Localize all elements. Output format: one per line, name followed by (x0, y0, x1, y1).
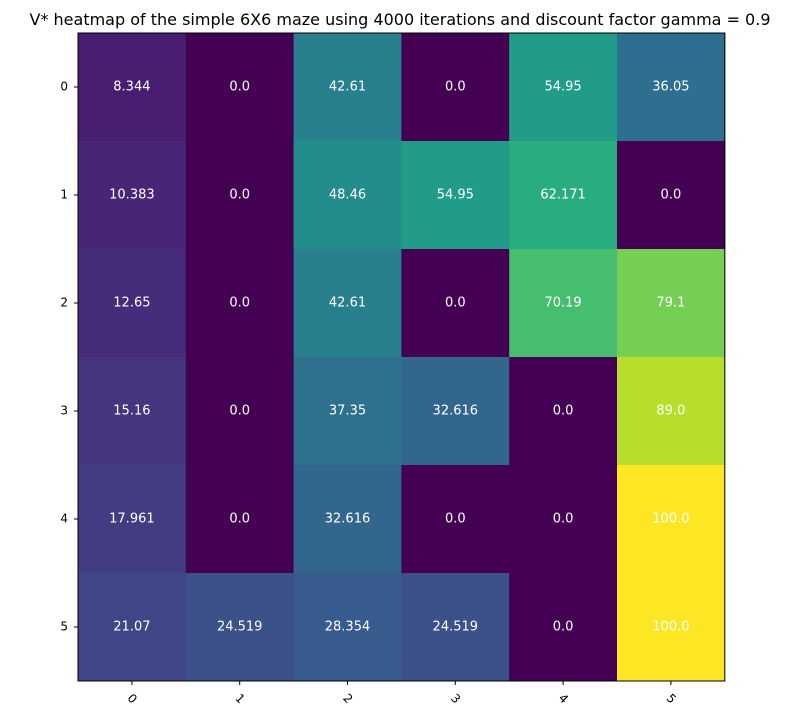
cell-value-label: 32.616 (433, 404, 479, 419)
x-tick-label: 2 (340, 691, 355, 706)
x-axis: 0 1 2 3 4 5 (125, 681, 679, 706)
heatmap-cell (617, 141, 726, 250)
cell-value-label: 100.0 (652, 512, 689, 527)
heatmap-cell (509, 249, 618, 358)
cell-value-label: 15.16 (113, 404, 150, 419)
heatmap-cell (401, 33, 510, 142)
cell-value-label: 100.0 (652, 620, 689, 635)
cell-value-label: 0.0 (229, 404, 250, 419)
cell-value-label: 62.171 (540, 188, 586, 203)
cell-value-label: 17.961 (109, 512, 155, 527)
cell-value-label: 42.61 (329, 80, 366, 95)
cell-value-label: 0.0 (229, 188, 250, 203)
heatmap-cell (293, 249, 402, 358)
cell-value-label: 36.05 (652, 80, 689, 95)
x-tick-label: 0 (125, 691, 140, 706)
y-tick-label: 5 (60, 620, 68, 634)
heatmap-cell (617, 465, 726, 574)
heatmap-cell (293, 465, 402, 574)
cell-value-label: 0.0 (445, 512, 466, 527)
chart-title: V* heatmap of the simple 6X6 maze using … (30, 10, 771, 29)
heatmap-cell (293, 33, 402, 142)
cell-value-label: 0.0 (229, 512, 250, 527)
cell-value-label: 0.0 (553, 512, 574, 527)
x-tick-label: 4 (556, 691, 571, 706)
cell-value-labels: 8.344 0.0 42.61 0.0 54.95 36.05 10.383 0.0 48.46… (109, 80, 689, 635)
cell-value-label: 21.07 (113, 620, 150, 635)
heatmap-cell (78, 33, 187, 142)
cell-value-label: 0.0 (229, 296, 250, 311)
cell-value-label: 28.354 (325, 620, 371, 635)
heatmap-cell (78, 357, 187, 466)
heatmap-cell (78, 465, 187, 574)
y-tick-label: 4 (60, 512, 68, 526)
cell-value-label: 0.0 (553, 620, 574, 635)
heatmap-cell (78, 249, 187, 358)
heatmap-cell (509, 465, 618, 574)
y-tick-label: 0 (60, 80, 68, 94)
cell-value-label: 0.0 (445, 296, 466, 311)
cell-value-label: 79.1 (656, 296, 685, 311)
cell-value-label: 32.616 (325, 512, 371, 527)
cell-value-label: 37.35 (329, 404, 366, 419)
cell-value-label: 24.519 (217, 620, 263, 635)
cell-value-label: 89.0 (656, 404, 685, 419)
cell-value-label: 48.46 (329, 188, 366, 203)
heatmap-cell (401, 465, 510, 574)
heatmap-cell (185, 465, 295, 574)
heatmap-cell (185, 357, 295, 466)
cell-value-label: 12.65 (113, 296, 150, 311)
heatmap-cell (185, 33, 295, 142)
cell-value-label: 10.383 (109, 188, 155, 203)
heatmap-cell (617, 249, 726, 358)
y-tick-label: 3 (60, 404, 68, 418)
x-tick-label: 1 (232, 691, 247, 706)
heatmap-cell (509, 33, 618, 142)
heatmap-cells (78, 33, 726, 682)
x-tick-label: 3 (448, 691, 463, 706)
cell-value-label: 54.95 (437, 188, 474, 203)
y-tick-label: 1 (60, 188, 68, 202)
y-axis: 0 1 2 3 4 5 (60, 80, 78, 634)
cell-value-label: 42.61 (329, 296, 366, 311)
heatmap-cell (293, 141, 402, 250)
heatmap-cell (617, 573, 726, 682)
heatmap-cell (185, 249, 295, 358)
heatmap-cell (185, 573, 295, 682)
heatmap-cell (185, 141, 295, 250)
heatmap-cell (509, 357, 618, 466)
cell-value-label: 0.0 (229, 80, 250, 95)
cell-value-label: 8.344 (113, 80, 150, 95)
heatmap-cell (617, 33, 726, 142)
heatmap-cell (509, 141, 618, 250)
cell-value-label: 24.519 (433, 620, 479, 635)
cell-value-label: 0.0 (661, 188, 682, 203)
cell-value-label: 54.95 (544, 80, 581, 95)
heatmap-cell (293, 357, 402, 466)
heatmap-cell (509, 573, 618, 682)
heatmap-cell (617, 357, 726, 466)
heatmap-cell (293, 573, 402, 682)
heatmap-cell (78, 141, 187, 250)
heatmap-cell (78, 573, 187, 682)
x-tick-label: 5 (664, 691, 679, 706)
heatmap-cell (401, 357, 510, 466)
heatmap-cell (401, 249, 510, 358)
cell-value-label: 70.19 (544, 296, 581, 311)
heatmap-cell (401, 573, 510, 682)
cell-value-label: 0.0 (445, 80, 466, 95)
plot-frame (77, 32, 726, 682)
y-tick-label: 2 (60, 296, 68, 310)
heatmap-cell (401, 141, 510, 250)
cell-value-label: 0.0 (553, 404, 574, 419)
